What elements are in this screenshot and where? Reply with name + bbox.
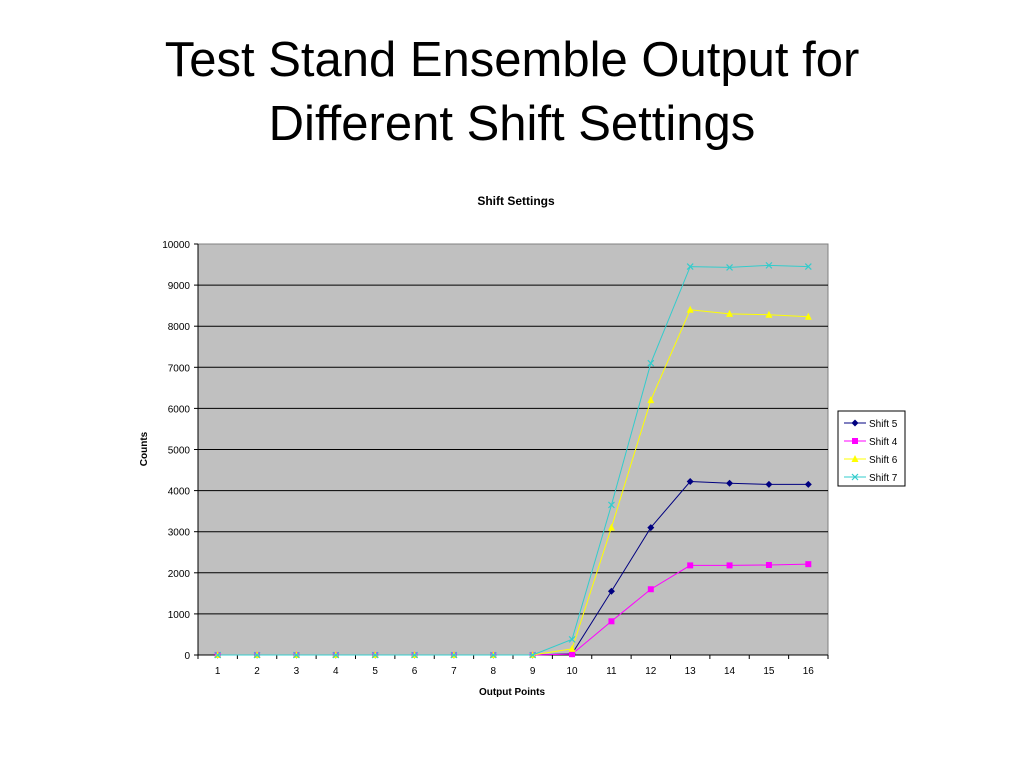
x-tick-label: 7 [451, 666, 457, 677]
y-tick-label: 8000 [168, 322, 191, 333]
data-point [214, 651, 222, 659]
data-point [726, 264, 733, 271]
data-point [765, 480, 773, 488]
data-point [686, 478, 694, 486]
chart-area: Shift Settings 0 1000 2000 3000 4000 5000 6000… [120, 174, 914, 717]
data-point [726, 309, 734, 317]
data-point [411, 651, 418, 659]
data-point [726, 562, 733, 569]
data-point [489, 651, 497, 659]
data-point [253, 651, 261, 659]
slide-title-line-2: Different Shift Settings [268, 97, 756, 151]
data-point [608, 618, 615, 625]
data-point [765, 310, 773, 318]
data-point [607, 587, 615, 595]
x-tick-label: 4 [333, 666, 339, 677]
y-tick-label: 4000 [168, 487, 191, 498]
y-axis-label: Counts [139, 431, 150, 466]
slide-title-line-1: Test Stand Ensemble Output for [164, 33, 860, 87]
x-tick-label: 5 [372, 666, 378, 677]
data-point [647, 396, 655, 404]
y-tick-label: 3000 [168, 528, 191, 539]
data-point [371, 651, 379, 659]
series-line [217, 264, 809, 656]
series-lines [214, 261, 812, 659]
y-tick-label: 6000 [168, 404, 191, 415]
slide-title: Test Stand Ensemble Output for Different… [0, 28, 1024, 156]
series-shift-7 [214, 261, 812, 659]
data-point [687, 562, 694, 569]
legend-label: Shift 4 [869, 437, 898, 448]
data-point [765, 261, 773, 269]
y-tick-label: 0 [184, 651, 190, 662]
data-point [568, 635, 576, 643]
x-axis-label: Output Points [479, 687, 546, 698]
x-tick-label: 9 [530, 666, 536, 677]
x-tick-label: 10 [567, 666, 579, 677]
y-tick-label: 7000 [168, 363, 191, 374]
x-tick-label: 11 [606, 666, 617, 677]
legend-label: Shift 5 [869, 419, 898, 430]
x-tick-label: 14 [724, 666, 736, 677]
x-tick-label: 8 [491, 666, 497, 677]
data-point [805, 561, 812, 568]
data-point [686, 263, 694, 271]
data-point [647, 586, 654, 593]
gridlines [198, 284, 828, 615]
x-tick-label: 2 [254, 666, 260, 677]
data-point [450, 651, 458, 659]
data-point [293, 651, 300, 659]
data-point [607, 523, 615, 531]
legend-marker [851, 455, 859, 462]
data-point [804, 312, 812, 320]
legend-label: Shift 7 [869, 473, 898, 484]
data-point [726, 479, 734, 487]
x-tick-label: 12 [645, 666, 657, 677]
y-tick-label: 9000 [168, 281, 191, 292]
data-point [765, 561, 772, 568]
legend-marker [851, 473, 859, 481]
y-tick-label: 2000 [168, 569, 191, 580]
data-point [568, 644, 576, 652]
data-point [686, 305, 694, 313]
x-tick-label: 6 [412, 666, 418, 677]
x-tick-label: 15 [763, 666, 775, 677]
data-point [804, 480, 812, 488]
x-tick-label: 3 [294, 666, 300, 677]
x-tick-label: 1 [215, 666, 221, 677]
data-point [569, 651, 576, 658]
data-point [529, 651, 537, 659]
legend-label: Shift 6 [869, 455, 898, 466]
line-chart: Shift Settings 0 1000 2000 3000 4000 5000 6000… [139, 194, 906, 698]
y-tick-label: 1000 [168, 610, 191, 621]
data-point [647, 524, 655, 532]
data-point [647, 359, 655, 367]
x-tick-label: 13 [685, 666, 697, 677]
chart-title: Shift Settings [477, 194, 555, 208]
y-tick-label: 10000 [162, 240, 190, 251]
data-point [804, 263, 812, 271]
legend-marker [852, 438, 858, 444]
y-tick-label: 5000 [168, 446, 191, 457]
data-point [332, 651, 340, 659]
x-tick-label: 16 [803, 666, 815, 677]
legend-marker [851, 419, 859, 427]
data-point [608, 501, 615, 509]
legend: Shift 5 Shift 4 Shift 6 Shift 7 [837, 410, 906, 487]
